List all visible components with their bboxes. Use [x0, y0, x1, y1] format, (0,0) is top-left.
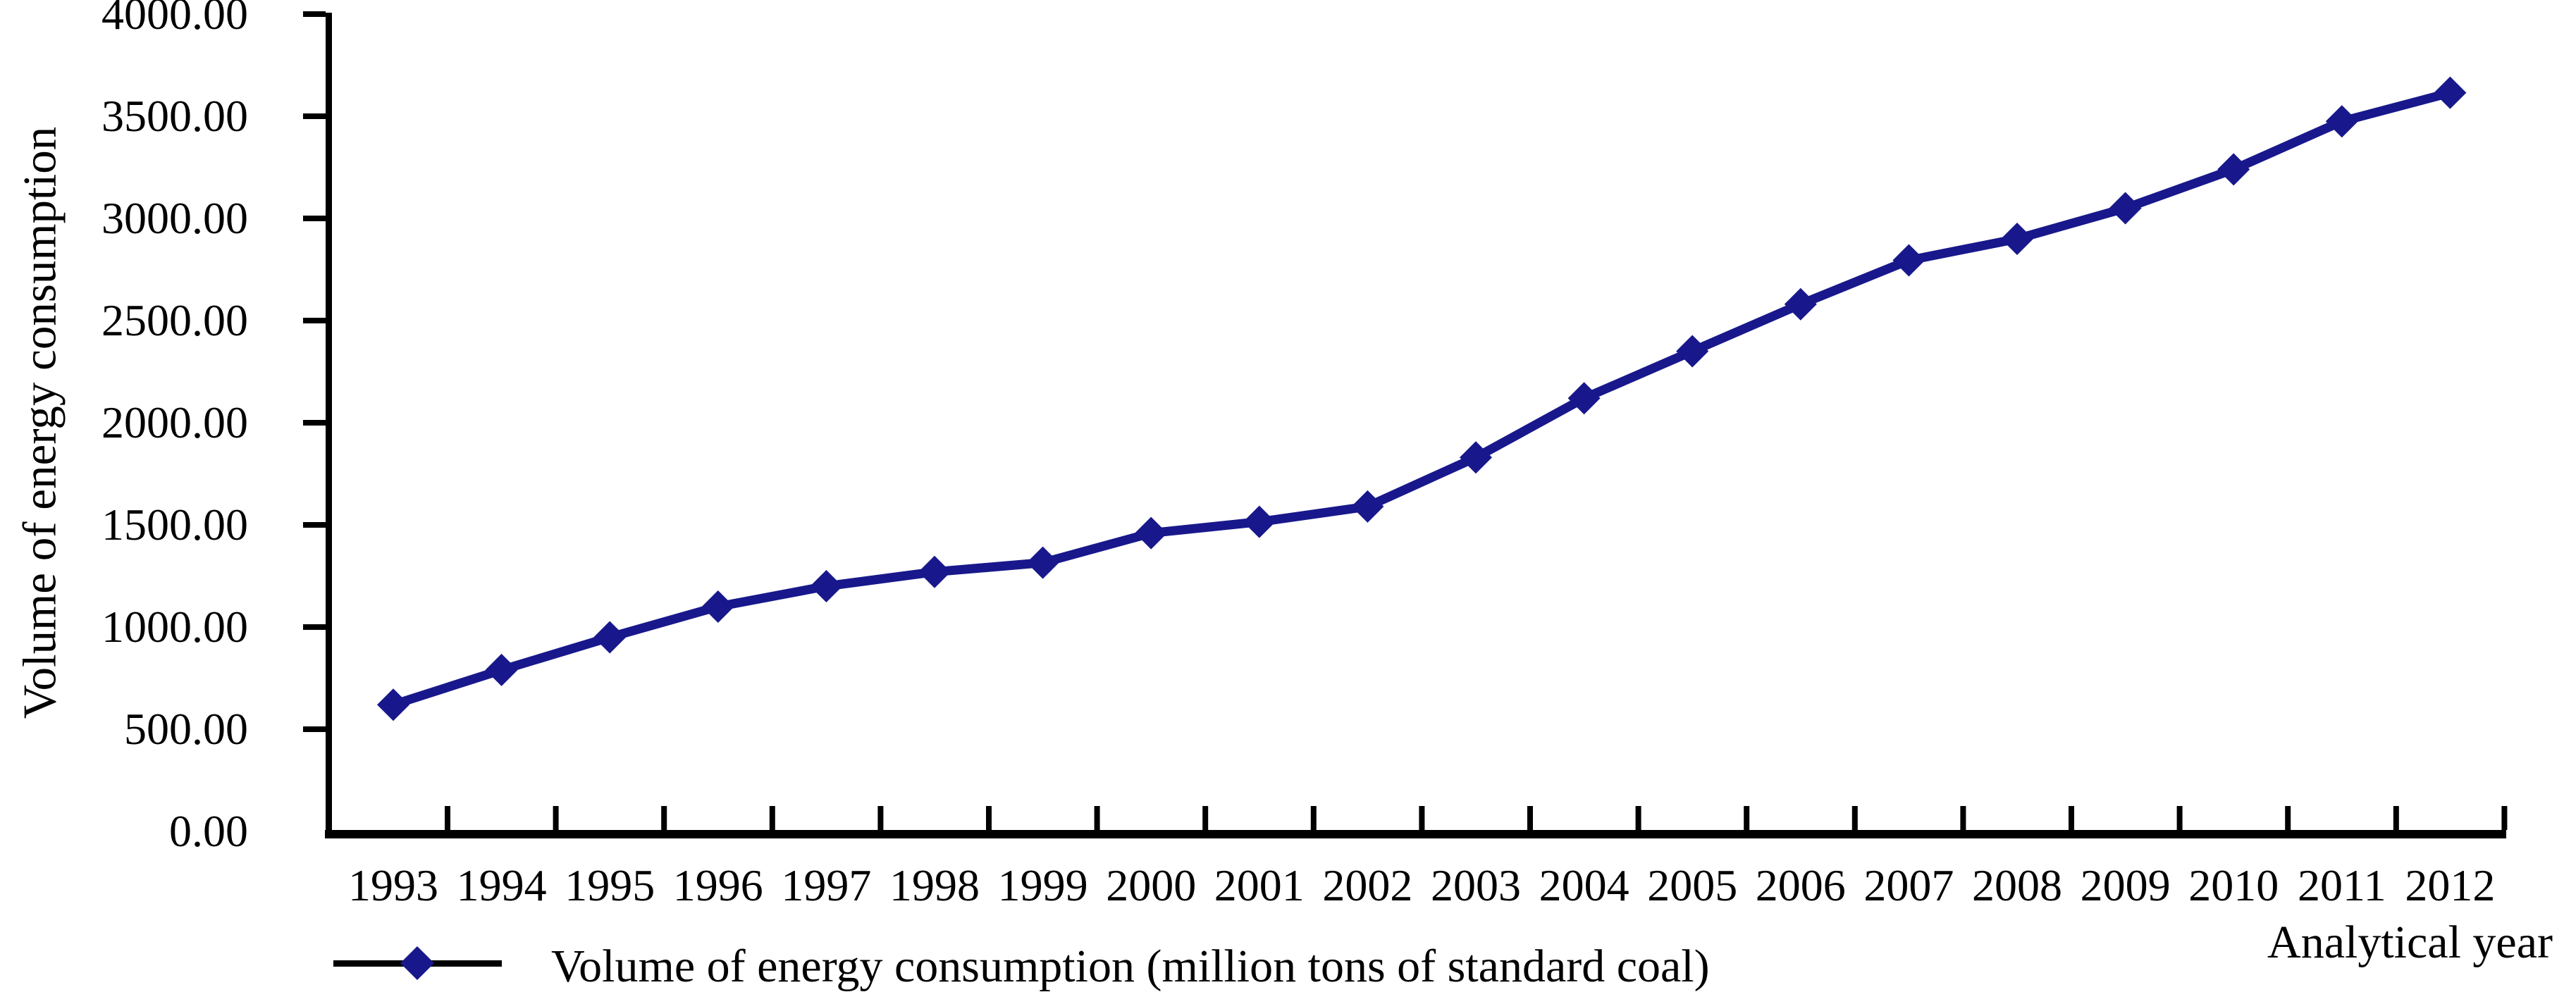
x-tick-label: 2001 — [1214, 860, 1305, 910]
x-tick-label: 2011 — [2297, 860, 2386, 910]
y-tick-label: 3000.00 — [101, 193, 248, 243]
data-point-marker — [2217, 153, 2250, 186]
x-axis-tick — [553, 806, 559, 830]
y-axis-tick — [303, 318, 326, 323]
x-axis-tick — [2393, 806, 2399, 830]
x-axis-tick — [769, 806, 775, 830]
x-tick-label: 2004 — [1539, 860, 1629, 910]
x-tick-label: 2012 — [2405, 860, 2496, 910]
y-axis-tick — [303, 11, 326, 17]
data-point-marker — [1243, 505, 1276, 538]
data-point-marker — [1135, 516, 1168, 550]
x-axis-tick — [2501, 806, 2508, 830]
energy-consumption-line — [392, 88, 2452, 709]
x-tick-label: 1998 — [889, 860, 980, 910]
y-tick-label: 1500.00 — [101, 500, 248, 550]
y-axis-tick — [303, 726, 326, 732]
legend-label: Volume of energy consumption (million to… — [551, 941, 1710, 992]
y-axis-tick — [303, 113, 326, 119]
data-point-marker — [2001, 223, 2033, 255]
x-axis-tick — [877, 806, 884, 830]
x-tick-label: 2007 — [1863, 860, 1954, 910]
data-point-marker — [1351, 490, 1384, 523]
x-tick-label: 1994 — [456, 860, 547, 910]
x-axis-tick — [661, 806, 667, 830]
y-tick-label: 500.00 — [124, 704, 248, 754]
x-axis-tick — [986, 806, 992, 830]
x-tick-label: 2009 — [2080, 860, 2171, 910]
y-tick-label: 2500.00 — [101, 295, 248, 345]
data-point-marker — [1026, 546, 1059, 579]
data-point-marker — [1676, 335, 1709, 368]
data-point-marker — [1460, 441, 1492, 474]
y-axis-tick — [303, 420, 326, 426]
x-tick-label: 2000 — [1106, 860, 1197, 910]
y-tick-label: 1000.00 — [101, 602, 248, 652]
x-tick-label: 1993 — [348, 860, 438, 910]
y-tick-label: 3500.00 — [101, 91, 248, 141]
y-tick-label: 4000.00 — [101, 0, 248, 39]
x-axis-tick — [1202, 806, 1209, 830]
x-axis-tick — [1094, 806, 1100, 830]
x-tick-label: 1999 — [997, 860, 1088, 910]
data-point-marker — [485, 653, 518, 686]
x-axis-tick — [1744, 806, 1750, 830]
data-point-marker — [2325, 105, 2358, 138]
y-tick-label: 0.00 — [169, 806, 248, 856]
y-axis-tick — [303, 522, 326, 528]
x-tick-label: 1997 — [781, 860, 872, 910]
x-tick-label: 1995 — [565, 860, 655, 910]
x-tick-label: 2008 — [1972, 860, 2062, 910]
x-tick-label: 2005 — [1647, 860, 1738, 910]
data-point-marker — [593, 621, 627, 654]
data-point-marker — [1567, 382, 1601, 415]
data-point-marker — [377, 688, 409, 721]
data-point-marker — [1892, 244, 1925, 277]
x-tick-label: 2006 — [1755, 860, 1846, 910]
y-axis-tick — [303, 216, 326, 221]
x-axis-tick — [1851, 806, 1858, 830]
x-axis-tick — [2176, 806, 2183, 830]
x-axis-title: Analytical year — [2267, 917, 2553, 968]
x-axis-tick — [2285, 806, 2291, 830]
y-axis-line — [326, 13, 332, 838]
x-axis-tick — [1419, 806, 1425, 830]
x-axis-tick — [1635, 806, 1641, 830]
x-tick-label: 2002 — [1322, 860, 1413, 910]
x-axis-tick — [1527, 806, 1533, 830]
x-tick-label: 2003 — [1431, 860, 1521, 910]
y-axis-tick — [303, 624, 326, 630]
data-point-marker — [1784, 287, 1817, 321]
x-axis-tick — [1310, 806, 1317, 830]
x-axis-line — [325, 830, 2506, 838]
data-point-marker — [2434, 76, 2467, 109]
x-tick-label: 1996 — [672, 860, 763, 910]
x-axis-tick — [2069, 806, 2074, 830]
x-axis-tick — [1960, 806, 1966, 830]
x-axis-tick — [445, 806, 450, 830]
x-tick-label: 2010 — [2188, 860, 2279, 910]
data-point-marker — [2109, 192, 2142, 225]
data-point-marker — [810, 570, 843, 602]
data-point-marker — [918, 555, 951, 588]
data-point-marker — [701, 590, 734, 623]
y-tick-label: 2000.00 — [101, 397, 248, 447]
